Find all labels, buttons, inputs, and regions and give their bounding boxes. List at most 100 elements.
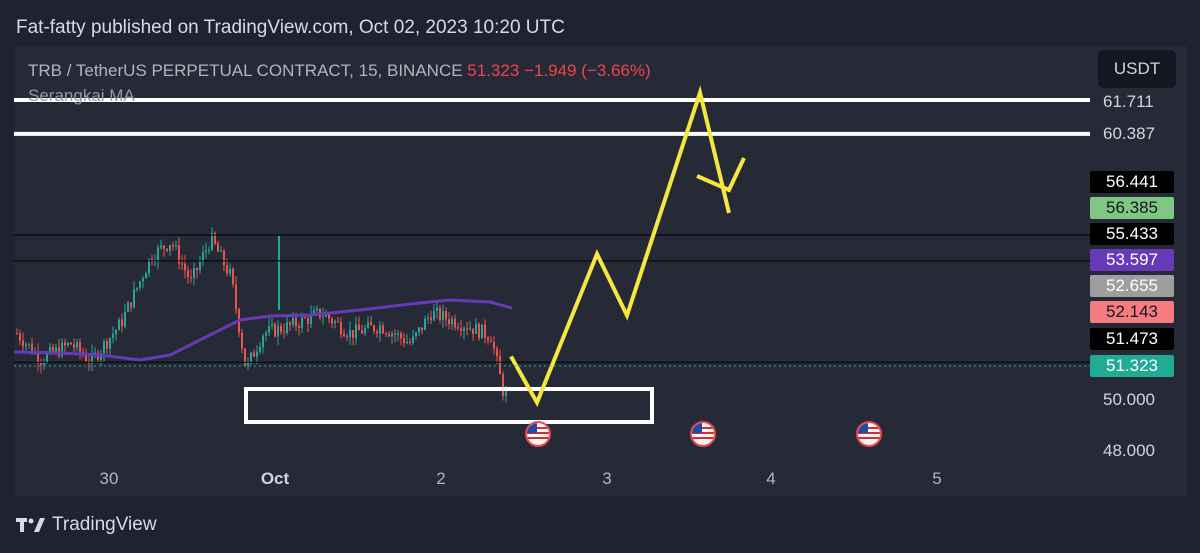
candle-body bbox=[472, 328, 474, 334]
symbol-legend[interactable]: TRB / TetherUS PERPETUAL CONTRACT, 15, B… bbox=[28, 61, 651, 81]
candle-body bbox=[37, 351, 39, 363]
candle-body bbox=[328, 314, 330, 319]
candle-body bbox=[262, 335, 264, 347]
candle-body bbox=[292, 317, 294, 325]
candle-body bbox=[196, 268, 198, 271]
us-flag-event-icon[interactable] bbox=[525, 421, 551, 447]
candle-body bbox=[463, 328, 465, 331]
candle-body bbox=[67, 342, 69, 346]
indicator-label[interactable]: Serangkai MA bbox=[28, 86, 135, 105]
candle-body bbox=[484, 324, 486, 338]
candle-body bbox=[280, 325, 282, 332]
candle-body bbox=[358, 324, 360, 331]
candle-body bbox=[127, 302, 129, 312]
tradingview-logo-icon bbox=[16, 518, 45, 532]
candle-body bbox=[271, 324, 273, 326]
candle-body bbox=[466, 328, 468, 330]
price-label: 50.000 bbox=[1103, 390, 1155, 409]
candle-body bbox=[25, 344, 27, 347]
price-tag: 51.473 bbox=[1090, 328, 1174, 350]
candle-body bbox=[208, 249, 210, 251]
candle-body bbox=[124, 311, 126, 327]
tradingview-logo[interactable]: TradingView bbox=[16, 514, 157, 536]
candle-body bbox=[496, 348, 498, 357]
candle-body bbox=[229, 268, 231, 274]
tradingview-brand-text: TradingView bbox=[52, 514, 157, 535]
price-tag: 52.143 bbox=[1090, 301, 1174, 323]
candle-body bbox=[211, 232, 213, 250]
candle-body bbox=[301, 317, 303, 329]
candle-body bbox=[166, 248, 168, 251]
candle-body bbox=[106, 341, 108, 349]
candle-body bbox=[388, 334, 390, 337]
candle-body bbox=[202, 252, 204, 262]
candle-body bbox=[148, 259, 150, 274]
symbol-name: TRB / TetherUS PERPETUAL CONTRACT, 15, B… bbox=[28, 61, 463, 80]
candle-body bbox=[493, 342, 495, 349]
candle-body bbox=[331, 318, 333, 324]
candle-body bbox=[103, 341, 105, 354]
candle-body bbox=[427, 317, 429, 319]
candle-body bbox=[49, 346, 51, 354]
us-flag-event-icon[interactable] bbox=[690, 421, 716, 447]
candle-body bbox=[370, 322, 372, 326]
candle-body bbox=[169, 244, 171, 251]
candle-body bbox=[340, 322, 342, 335]
projection-arrowhead bbox=[696, 157, 746, 193]
candle-body bbox=[373, 325, 375, 332]
candle-body bbox=[502, 374, 504, 397]
candle-body bbox=[187, 270, 189, 278]
candle-body bbox=[73, 344, 75, 348]
price-tag: 51.323 bbox=[1090, 355, 1174, 377]
candle-body bbox=[16, 333, 18, 335]
candle-body bbox=[157, 247, 159, 262]
candle-body bbox=[259, 346, 261, 352]
candle-body bbox=[307, 318, 309, 324]
candle-body bbox=[121, 319, 123, 327]
candle-body bbox=[205, 250, 207, 253]
price-label: 48.000 bbox=[1103, 441, 1155, 460]
us-flag-event-icon[interactable] bbox=[856, 421, 882, 447]
candle-body bbox=[478, 323, 480, 339]
candle-body bbox=[310, 313, 312, 324]
candle-body bbox=[367, 322, 369, 328]
candle-body bbox=[136, 287, 138, 290]
support-zone-box bbox=[244, 387, 654, 424]
time-label: 30 bbox=[99, 469, 119, 488]
candle-body bbox=[244, 348, 246, 366]
candle-body bbox=[304, 317, 306, 319]
candle-body bbox=[490, 340, 492, 343]
candle-body bbox=[364, 327, 366, 334]
candle-body bbox=[433, 310, 435, 321]
candle-body bbox=[220, 250, 222, 252]
candle-body bbox=[40, 362, 42, 365]
candle-body bbox=[316, 308, 318, 311]
candle-body bbox=[274, 324, 276, 337]
candle-body bbox=[28, 343, 30, 345]
candle-body bbox=[184, 263, 186, 271]
candle-body bbox=[277, 325, 279, 337]
candle-body bbox=[487, 337, 489, 341]
candle-body bbox=[385, 333, 387, 335]
candle-body bbox=[457, 327, 459, 329]
candle-body bbox=[175, 245, 177, 247]
candle-body bbox=[322, 316, 324, 318]
candle-body bbox=[109, 338, 111, 349]
candle-body bbox=[352, 330, 354, 338]
candle-body bbox=[379, 325, 381, 334]
candle-body bbox=[118, 319, 120, 331]
candle-body bbox=[412, 336, 414, 344]
moving-average-line bbox=[13, 298, 513, 362]
time-label: 2 bbox=[436, 469, 446, 488]
time-label: 5 bbox=[932, 469, 942, 488]
candle-body bbox=[469, 328, 471, 330]
candle-body bbox=[217, 243, 219, 252]
candle-body bbox=[298, 326, 300, 329]
candle-body bbox=[223, 250, 225, 266]
currency-button[interactable]: USDT bbox=[1098, 50, 1176, 88]
candle-body bbox=[439, 307, 441, 321]
candle-body bbox=[70, 342, 72, 345]
candle-body bbox=[445, 310, 447, 320]
candle-body bbox=[505, 390, 507, 397]
